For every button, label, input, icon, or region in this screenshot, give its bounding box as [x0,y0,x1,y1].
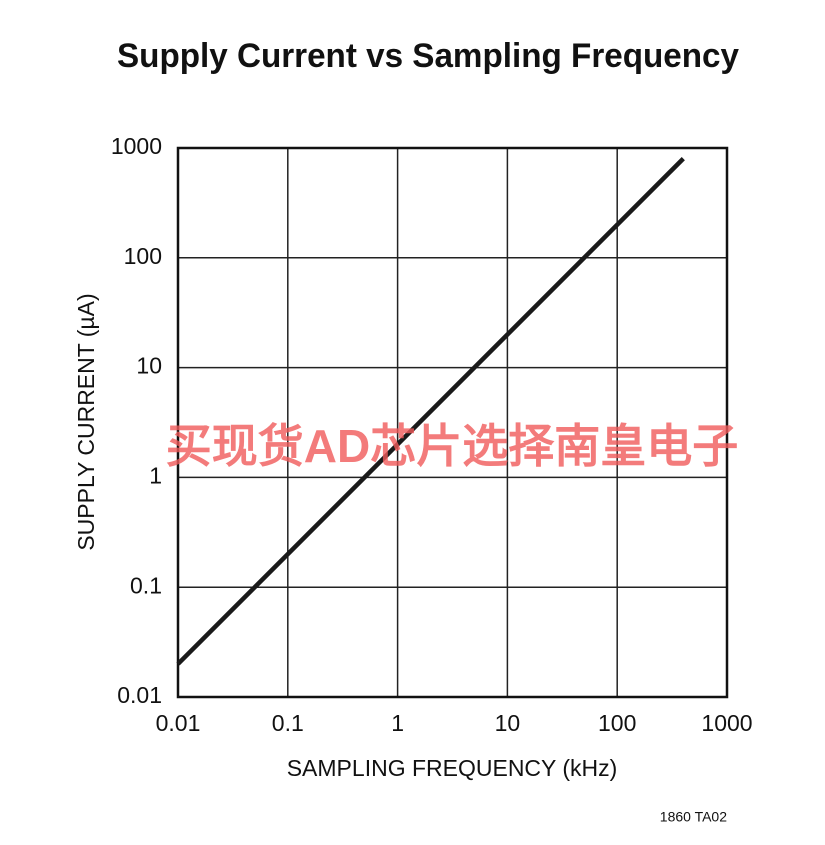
figure-note: 1860 TA02 [660,809,727,825]
x-tick-label: 0.1 [272,710,304,736]
y-tick-label: 0.01 [117,682,162,708]
x-axis-label: SAMPLING FREQUENCY (kHz) [287,755,618,781]
y-tick-label: 100 [124,243,162,269]
y-tick-label: 0.1 [130,572,162,598]
chart-title: Supply Current vs Sampling Frequency [117,37,739,75]
y-tick-label: 1 [149,462,162,488]
y-axis-label: SUPPLY CURRENT (µA) [73,293,99,550]
x-tick-label: 10 [495,710,521,736]
x-tick-label: 100 [598,710,636,736]
x-tick-label: 0.01 [156,710,201,736]
y-tick-label: 10 [136,353,162,379]
x-tick-label: 1 [391,710,404,736]
watermark: 买现货AD芯片选择南皇电子 [166,420,738,472]
y-tick-label: 1000 [111,133,162,159]
data-line [176,157,685,666]
plot-frame [176,146,729,699]
x-tick-label: 1000 [701,710,752,736]
